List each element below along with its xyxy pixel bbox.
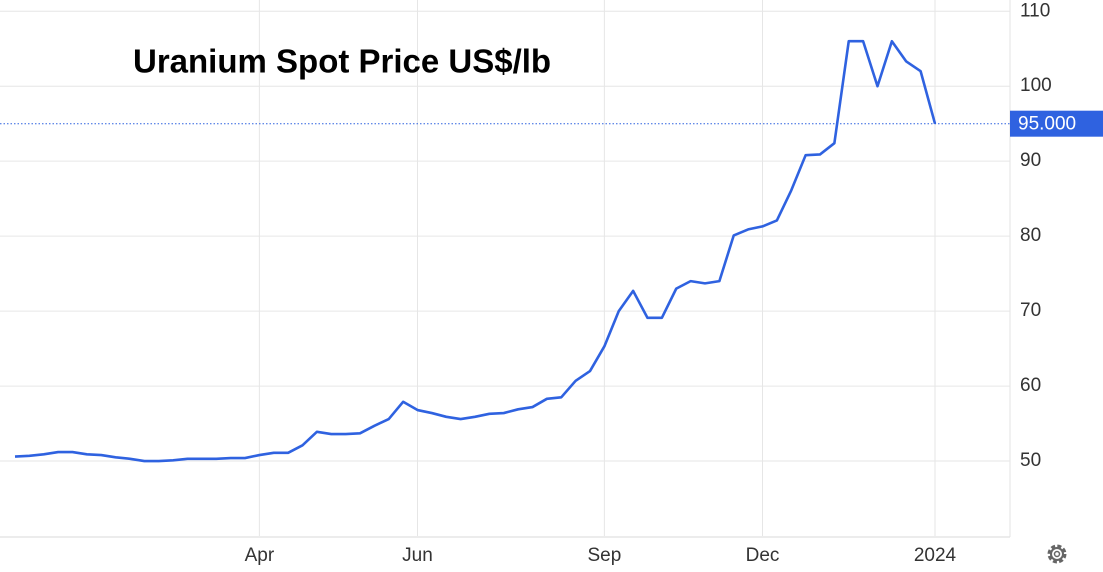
y-tick-label: 80 xyxy=(1020,225,1041,246)
last-value-box xyxy=(1010,110,1103,137)
gear-hub xyxy=(1053,550,1061,558)
y-tick-label: 70 xyxy=(1020,300,1041,321)
gear-ring xyxy=(1050,547,1064,561)
y-tick-label: 110 xyxy=(1020,0,1050,21)
chart-title: Uranium Spot Price US$/lb xyxy=(133,43,551,80)
settings-icon[interactable] xyxy=(1047,544,1067,564)
price-line xyxy=(14,39,937,463)
x-tick-label: Apr xyxy=(245,545,275,566)
y-tick-label: 60 xyxy=(1020,375,1041,396)
y-tick-label: 100 xyxy=(1020,75,1052,96)
x-tick-label: Jun xyxy=(402,545,433,566)
y-tick-label: 50 xyxy=(1020,450,1041,471)
x-tick-label: Dec xyxy=(746,545,780,566)
x-tick-label: Sep xyxy=(587,545,621,566)
y-tick-label: 90 xyxy=(1020,150,1041,171)
x-tick-label: 2024 xyxy=(914,545,957,566)
last-value-label: 95.000 xyxy=(1018,114,1076,135)
gear-teeth xyxy=(1047,544,1067,564)
